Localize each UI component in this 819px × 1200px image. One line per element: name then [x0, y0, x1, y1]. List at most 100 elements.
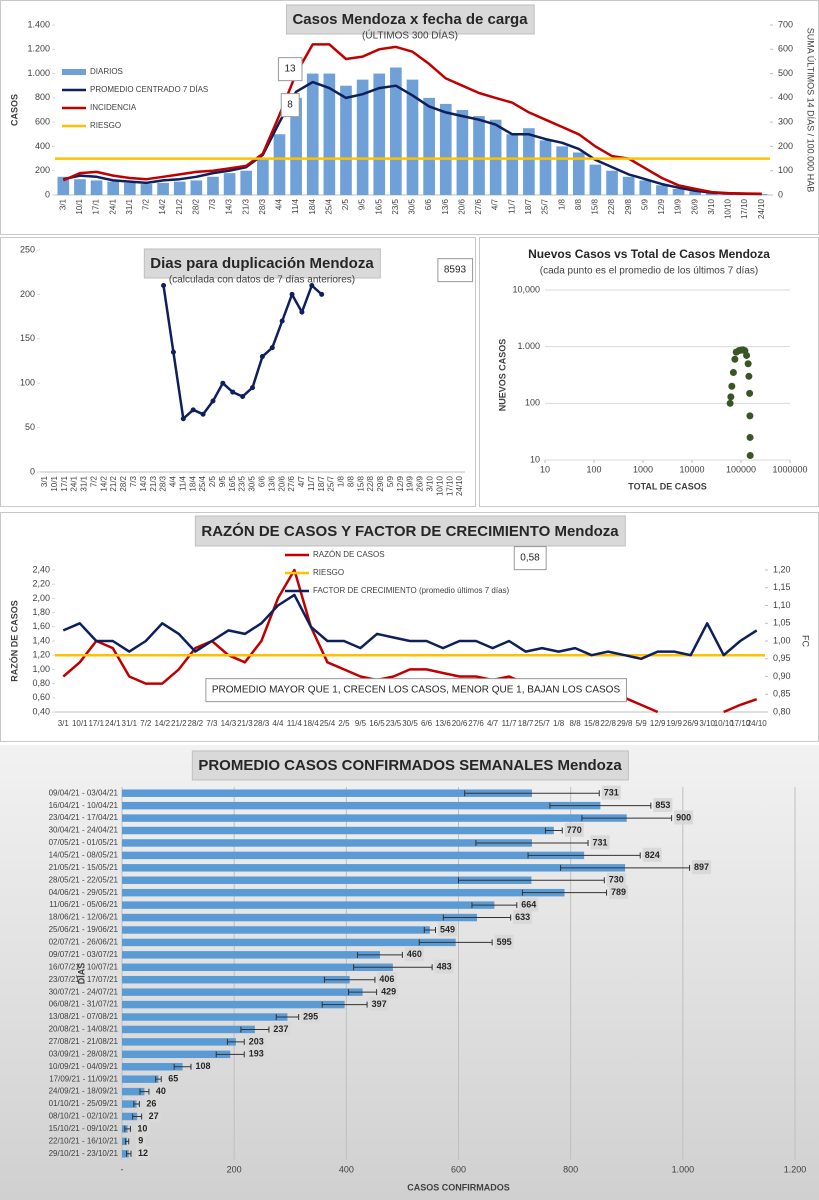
point [727, 393, 735, 401]
bar [122, 963, 393, 972]
error-bar [475, 839, 589, 846]
value-label: 429 [381, 987, 396, 997]
x-tick-label: 25/7 [541, 198, 550, 214]
x-tick-label: 21/3 [149, 475, 158, 491]
x-tick-label: 28/2 [191, 198, 200, 214]
point [744, 360, 752, 368]
error-bar [133, 1101, 140, 1108]
point [743, 351, 751, 359]
bar [622, 176, 635, 195]
x-tick-label: 3/1 [58, 198, 67, 210]
x-tick-label: 2/5 [338, 719, 350, 728]
x-tick-label: 24/1 [108, 198, 117, 214]
y-tick-label: 10,000 [512, 284, 540, 294]
x-tick-label: 8/8 [574, 198, 583, 210]
x-tick-label: 1000 [633, 464, 653, 474]
value-label: 731 [604, 788, 619, 798]
x-tick-label: 6/6 [257, 475, 266, 487]
x-tick-label: 26/9 [416, 475, 425, 491]
label-box [692, 860, 712, 875]
legend-label: INCIDENCIA [90, 103, 137, 112]
bar [556, 146, 568, 195]
y-tick-label: 1,40 [32, 635, 50, 645]
label-box [437, 922, 458, 937]
bar [122, 926, 430, 934]
legend-label: PROMEDIO CENTRADO 7 DÍAS [90, 85, 208, 94]
y-tick-label: 14/05/21 - 08/05/21 [49, 850, 119, 859]
x-tick-label: 17/10 [445, 475, 454, 496]
bar [122, 1100, 137, 1108]
label-box [377, 972, 397, 987]
y2-tick-label: 0,95 [773, 653, 791, 663]
point [289, 291, 295, 297]
x-tick-label: 18/7 [524, 198, 533, 214]
y-tick-label: 21/05/21 - 15/05/21 [49, 863, 119, 872]
error-bar [357, 951, 403, 958]
x-tick-label: 10/10 [435, 475, 444, 496]
bar [122, 951, 380, 959]
x-tick-label: 23/5 [238, 475, 247, 491]
legend-label: RAZÓN DE CASOS [313, 550, 385, 559]
x-tick-label: 7/2 [140, 719, 152, 728]
x-tick-label: 27/6 [474, 198, 483, 214]
x-tick-label: 31/1 [125, 198, 134, 214]
x-tick-label: 17/1 [88, 719, 104, 728]
error-bar [275, 1014, 300, 1021]
label-box [301, 1009, 321, 1024]
error-bar [442, 914, 512, 921]
x-tick-label: 30/5 [402, 719, 418, 728]
bar [122, 913, 478, 922]
point [309, 283, 315, 289]
bar [240, 170, 253, 195]
x-tick-label: 400 [339, 1164, 354, 1174]
y2-tick-label: 1,05 [773, 618, 791, 628]
bar [122, 1075, 159, 1083]
y-axis-label: CASOS [9, 94, 19, 126]
y2-axis-label: FC [801, 635, 811, 647]
bar [456, 110, 469, 195]
y2-tick-label: 1,15 [773, 582, 791, 592]
y2-tick-label: 700 [778, 19, 793, 29]
bar [122, 1087, 145, 1096]
error-bar [527, 852, 641, 859]
panel [0, 512, 819, 742]
x-tick-label: 3/10 [699, 719, 715, 728]
y-tick-label: 06/08/21 - 31/07/21 [49, 1000, 119, 1009]
value-label: 9 [138, 1136, 143, 1146]
y-tick-label: 2,00 [32, 593, 50, 603]
label-box [193, 1059, 213, 1074]
y-tick-label: 0,60 [32, 692, 50, 702]
value-label: 26 [146, 1098, 156, 1108]
point [190, 407, 196, 413]
point [728, 382, 736, 390]
x-tick-label: 14/2 [158, 198, 167, 214]
x-tick-label: 3/10 [707, 198, 716, 214]
error-bar [321, 1001, 368, 1008]
point [259, 354, 265, 360]
annotation: 8593 [444, 265, 467, 276]
label-box [653, 798, 673, 813]
y-tick-label: 09/04/21 - 03/04/21 [49, 788, 119, 797]
x-tick-label: 25/4 [320, 719, 336, 728]
chart-title: Casos Mendoza x fecha de carga [292, 11, 528, 28]
value-label: 203 [249, 1036, 264, 1046]
label-box [494, 934, 514, 949]
y-tick-label: 09/07/21 - 03/07/21 [49, 950, 119, 959]
y-tick-label: 0 [30, 466, 35, 476]
y2-tick-label: 400 [778, 92, 793, 102]
x-tick-label: 24/10 [455, 475, 464, 496]
bar [473, 116, 485, 195]
bar [140, 184, 153, 195]
bar [223, 173, 236, 195]
error-bar [348, 989, 378, 996]
value-label: 12 [138, 1148, 148, 1158]
value-label: 824 [645, 850, 660, 860]
bar [124, 182, 136, 195]
bar [122, 864, 626, 872]
y-tick-label: 2,40 [32, 564, 50, 574]
label-box [246, 1046, 266, 1061]
y2-tick-label: 500 [778, 68, 793, 78]
value-label: 633 [515, 912, 530, 922]
error-bar [124, 1138, 130, 1145]
